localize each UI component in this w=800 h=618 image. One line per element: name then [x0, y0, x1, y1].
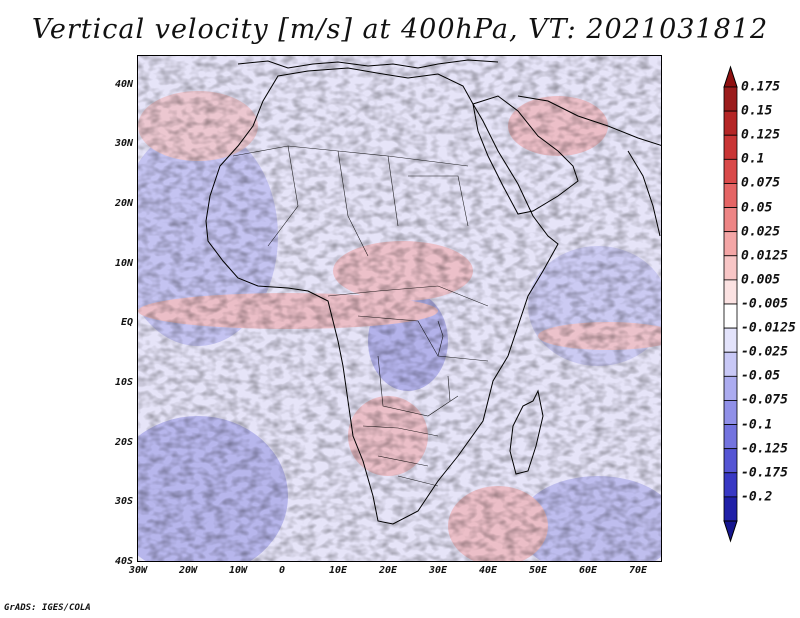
colorbar-swatch	[723, 303, 738, 329]
colorbar-level-label: -0.05	[741, 368, 781, 384]
colorbar-level-label: -0.025	[741, 344, 788, 360]
colorbar-swatch	[723, 472, 738, 498]
lakes	[437, 320, 451, 402]
field-speckle	[138, 56, 661, 561]
colorbar-swatch	[723, 110, 738, 136]
colorbar-top-extension	[723, 65, 738, 88]
colorbar-level-label: 0.025	[741, 224, 781, 240]
border-lines-central	[327, 285, 489, 417]
colorbar-swatch	[723, 231, 738, 257]
lat-tick-label: 10N	[114, 257, 133, 269]
europe-coast	[237, 59, 499, 69]
colorbar-swatch	[723, 134, 738, 160]
border-lines-north	[232, 145, 469, 257]
arabian-peninsula	[472, 95, 579, 215]
lat-tick-label: EQ	[120, 317, 133, 329]
lat-tick-label: 40S	[114, 556, 133, 567]
lat-tick-label: 20N	[114, 198, 133, 210]
persian-coast	[517, 95, 661, 146]
colorbar-swatch	[723, 86, 738, 112]
colorbar-level-label: 0.075	[741, 175, 781, 191]
colorbar-level-label: -0.075	[741, 392, 788, 408]
lon-tick-label: 10E	[329, 565, 348, 576]
lon-tick-label: 0	[279, 565, 286, 576]
colorbar-swatch	[723, 496, 738, 522]
lat-tick-label: 30S	[114, 496, 133, 508]
colorbar-swatch	[723, 424, 738, 450]
coastlines	[205, 59, 661, 525]
colorbar-level-label: -0.005	[741, 296, 788, 312]
lon-tick-label: 20W	[179, 565, 198, 576]
india-coast	[627, 150, 661, 237]
colorbar-level-label: 0.0125	[741, 248, 788, 264]
colorbar-level-label: 0.1	[741, 151, 765, 167]
lat-tick-label: 20S	[114, 436, 133, 448]
colorbar-level-label: 0.005	[741, 272, 781, 288]
lon-tick-label: 30W	[129, 565, 148, 576]
colorbar-swatch	[723, 183, 738, 208]
colorbar-swatch	[723, 375, 738, 401]
map-title: Vertical velocity [m/s] at 400hPa, VT: 2…	[31, 14, 769, 45]
colorbar-swatch	[723, 327, 738, 353]
colorbar-level-label: -0.125	[741, 441, 788, 457]
colorbar-level-label: 0.05	[741, 200, 773, 216]
credit-text: GrADS: IGES/COLA	[4, 603, 91, 613]
colorbar-swatch	[723, 448, 738, 474]
lon-tick-label: 10W	[229, 565, 248, 576]
africa-coastline	[205, 67, 559, 525]
colorbar-level-label: 0.175	[741, 79, 781, 95]
lon-tick-label: 40E	[479, 565, 498, 576]
map-field	[138, 56, 661, 561]
lon-tick-label: 50E	[529, 565, 548, 576]
colorbar-swatch	[723, 400, 738, 425]
colorbar-level-label: -0.0125	[741, 320, 796, 336]
lat-tick-label: 30N	[114, 138, 133, 150]
colorbar-level-label: -0.1	[741, 417, 773, 433]
lat-tick-label: 40N	[114, 78, 133, 90]
colorbar-level-label: 0.15	[741, 103, 773, 119]
colorbar-swatch	[723, 255, 738, 281]
colorbar-level-label: -0.175	[741, 465, 788, 481]
lat-tick-label: 10S	[114, 377, 133, 389]
border-lines-south	[362, 425, 439, 487]
lon-tick-label: 30E	[429, 565, 448, 576]
vertical-velocity-map	[137, 55, 662, 562]
lon-tick-label: 20E	[379, 565, 398, 576]
colorbar-swatch	[723, 279, 738, 305]
madagascar	[509, 389, 544, 475]
country-borders	[232, 145, 489, 487]
lon-tick-label: 60E	[579, 565, 598, 576]
lon-tick-label: 70E	[629, 565, 648, 576]
colorbar-bottom-extension	[723, 520, 738, 543]
colorbar-level-label: 0.125	[741, 127, 781, 143]
colorbar-swatch	[723, 207, 738, 233]
colorbar-swatch	[723, 158, 738, 184]
colorbar-swatch	[723, 351, 738, 377]
colorbar	[723, 65, 738, 543]
colorbar-level-label: -0.2	[741, 489, 773, 505]
